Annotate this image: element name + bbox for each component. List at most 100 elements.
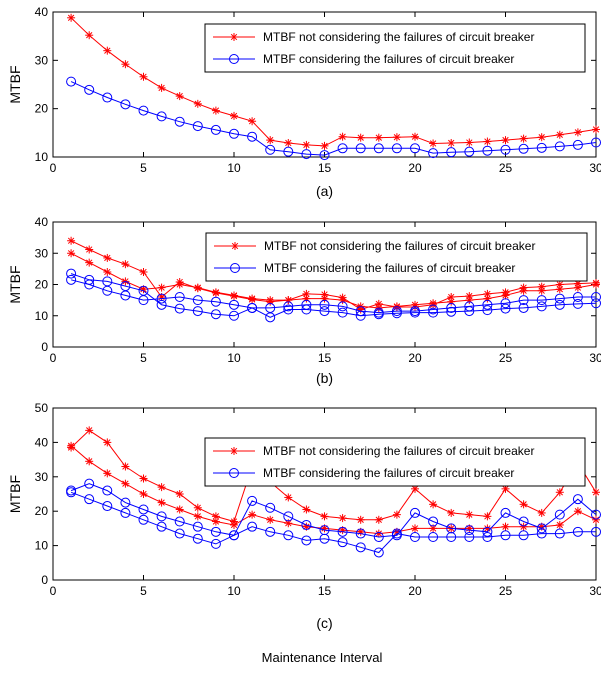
data-point <box>66 76 77 87</box>
series-line <box>70 240 597 311</box>
data-point <box>266 136 275 145</box>
data-point <box>66 274 77 285</box>
data-point <box>555 130 564 139</box>
data-point <box>192 121 203 132</box>
legend: MTBF not considering the failures of cir… <box>205 232 588 282</box>
data-point <box>138 105 149 116</box>
y-tick-label: 20 <box>35 504 49 518</box>
data-point <box>554 528 565 539</box>
y-tick-label: 20 <box>35 102 49 116</box>
data-point <box>156 511 167 522</box>
data-point <box>482 299 493 310</box>
data-point <box>84 478 95 489</box>
data-point <box>536 523 547 534</box>
data-point <box>103 46 112 55</box>
data-point <box>320 512 329 521</box>
data-point <box>248 510 257 519</box>
data-point <box>283 530 294 541</box>
data-point <box>265 144 276 155</box>
data-point <box>138 514 149 525</box>
data-point <box>175 92 184 101</box>
series-1 <box>66 478 601 558</box>
legend: MTBF not considering the failures of cir… <box>204 437 586 487</box>
data-point <box>120 497 131 508</box>
x-tick-label: 25 <box>499 161 513 175</box>
data-point <box>210 309 221 320</box>
data-point <box>283 301 294 312</box>
data-point <box>301 535 312 546</box>
figure-xlabel: Maintenance Interval <box>262 650 383 665</box>
data-point <box>392 510 401 519</box>
legend-marker <box>230 33 238 41</box>
legend-box <box>204 437 586 487</box>
data-point <box>193 99 202 108</box>
data-point <box>536 142 547 153</box>
data-point <box>554 299 565 310</box>
x-tick-label: 25 <box>499 351 513 365</box>
x-tick-label: 25 <box>499 584 513 598</box>
data-point <box>518 295 529 306</box>
data-point <box>465 510 474 519</box>
x-tick-label: 5 <box>140 351 147 365</box>
data-point <box>157 483 166 492</box>
data-point <box>555 285 564 294</box>
data-point <box>464 301 475 312</box>
data-point <box>555 520 564 529</box>
data-point <box>283 511 294 522</box>
data-point <box>555 280 564 289</box>
data-point <box>102 92 113 103</box>
data-point <box>554 509 565 520</box>
series-line <box>70 81 597 156</box>
data-point <box>102 285 113 296</box>
data-point <box>464 146 475 157</box>
data-point <box>121 60 130 69</box>
panel-caption: (b) <box>316 370 333 386</box>
legend-label: MTBF not considering the failures of cir… <box>263 444 534 458</box>
data-point <box>392 133 401 142</box>
series-0 <box>67 13 600 150</box>
data-point <box>500 298 511 309</box>
data-point <box>374 515 383 524</box>
data-point <box>500 144 511 155</box>
data-point <box>500 530 511 541</box>
y-tick-label: 30 <box>35 53 49 67</box>
data-point <box>156 111 167 122</box>
data-point <box>519 134 528 143</box>
data-point <box>230 111 238 120</box>
data-point <box>447 138 456 147</box>
data-point <box>320 141 329 150</box>
y-tick-label: 0 <box>41 340 48 354</box>
data-point <box>284 493 293 502</box>
data-point <box>265 502 276 513</box>
plot-area <box>52 407 597 581</box>
data-point <box>518 302 529 313</box>
y-tick-label: 30 <box>35 470 49 484</box>
data-point <box>192 306 203 317</box>
data-point <box>391 528 402 539</box>
data-point <box>319 533 330 544</box>
legend-box <box>205 232 588 282</box>
data-point <box>211 288 220 297</box>
data-point <box>501 522 510 531</box>
data-point <box>193 512 202 521</box>
data-point <box>138 504 149 515</box>
data-point <box>121 462 130 471</box>
data-point <box>67 236 76 245</box>
data-point <box>411 132 419 141</box>
series-line <box>70 491 596 554</box>
panel-caption: (a) <box>316 183 333 199</box>
data-point <box>519 500 528 509</box>
data-point <box>120 507 131 518</box>
data-point <box>373 307 384 318</box>
data-point <box>373 547 384 558</box>
data-point <box>537 508 546 517</box>
data-point <box>174 303 185 314</box>
data-point <box>175 505 184 514</box>
data-point <box>230 520 238 529</box>
data-point <box>67 249 76 258</box>
data-point <box>84 84 95 95</box>
data-point <box>156 299 167 310</box>
data-point <box>573 283 582 292</box>
x-tick-label: 5 <box>140 161 147 175</box>
